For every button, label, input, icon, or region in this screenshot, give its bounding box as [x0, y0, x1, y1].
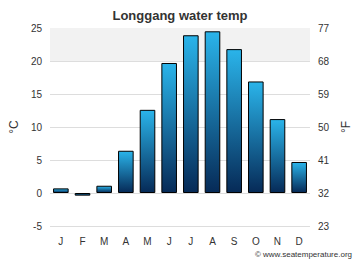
- svg-text:J: J: [188, 236, 193, 247]
- svg-text:41: 41: [318, 155, 330, 166]
- svg-text:M: M: [143, 236, 151, 247]
- svg-text:20: 20: [31, 56, 43, 67]
- svg-text:© www.seatemperature.org: © www.seatemperature.org: [255, 250, 352, 259]
- svg-text:Longgang water temp: Longgang water temp: [112, 8, 247, 23]
- svg-text:59: 59: [318, 89, 330, 100]
- svg-text:D: D: [296, 236, 303, 247]
- svg-text:15: 15: [31, 89, 43, 100]
- svg-text:J: J: [167, 236, 172, 247]
- svg-text:77: 77: [318, 23, 330, 34]
- svg-text:25: 25: [31, 23, 43, 34]
- svg-text:M: M: [100, 236, 108, 247]
- svg-text:50: 50: [318, 122, 330, 133]
- svg-text:0: 0: [36, 188, 42, 199]
- svg-text:O: O: [252, 236, 260, 247]
- svg-text:A: A: [209, 236, 216, 247]
- svg-text:°C: °C: [7, 120, 21, 134]
- svg-text:J: J: [58, 236, 63, 247]
- svg-text:23: 23: [318, 221, 330, 232]
- svg-text:N: N: [274, 236, 281, 247]
- svg-text:32: 32: [318, 188, 330, 199]
- svg-text:-5: -5: [33, 221, 42, 232]
- svg-text:A: A: [123, 236, 130, 247]
- svg-text:5: 5: [36, 155, 42, 166]
- svg-text:68: 68: [318, 56, 330, 67]
- svg-text:10: 10: [31, 122, 43, 133]
- svg-text:F: F: [79, 236, 85, 247]
- svg-text:S: S: [231, 236, 238, 247]
- svg-text:°F: °F: [339, 121, 353, 133]
